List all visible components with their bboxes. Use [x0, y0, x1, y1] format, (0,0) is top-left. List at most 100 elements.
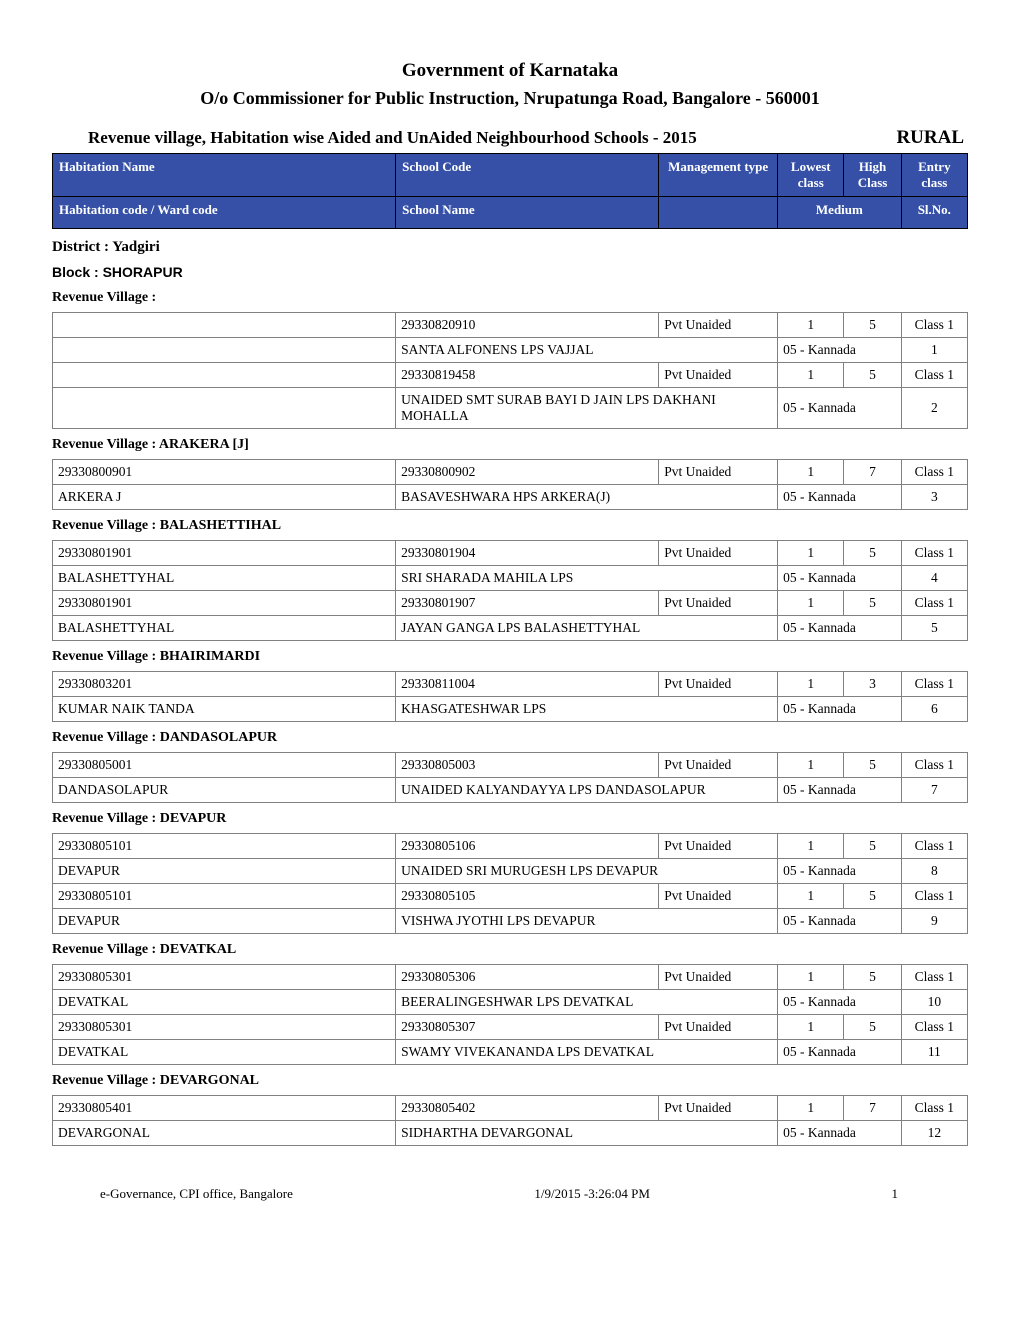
cell-entry: Class 1 — [901, 460, 967, 485]
cell-hab-code: 29330805401 — [53, 1096, 396, 1121]
cell-school-code: 29330805105 — [396, 884, 659, 909]
table-row: 2933080510129330805106Pvt Unaided15Class… — [53, 834, 968, 859]
th-blank — [659, 197, 778, 229]
cell-slno: 7 — [901, 778, 967, 803]
table-row: 2933080190129330801907Pvt Unaided15Class… — [53, 591, 968, 616]
table-row: 29330819458Pvt Unaided15Class 1 — [53, 363, 968, 388]
th-slno: Sl.No. — [901, 197, 967, 229]
cell-high: 5 — [844, 313, 901, 338]
cell-school-code: 29330805306 — [396, 965, 659, 990]
cell-hab-code: 29330803201 — [53, 672, 396, 697]
cell-entry: Class 1 — [901, 1015, 967, 1040]
cell-mgmt: Pvt Unaided — [659, 460, 778, 485]
footer-left: e-Governance, CPI office, Bangalore — [52, 1186, 293, 1202]
village-heading: Revenue Village : DEVAPUR — [52, 811, 968, 827]
th-habitation-name: Habitation Name — [53, 154, 396, 197]
cell-hab-code: 29330805001 — [53, 753, 396, 778]
table-row: ARKERA JBASAVESHWARA HPS ARKERA(J)05 - K… — [53, 485, 968, 510]
cell-school-code: 29330820910 — [396, 313, 659, 338]
cell-school-name: BEERALINGESHWAR LPS DEVATKAL — [396, 990, 778, 1015]
cell-school-name: UNAIDED KALYANDAYYA LPS DANDASOLAPUR — [396, 778, 778, 803]
cell-medium: 05 - Kannada — [778, 697, 902, 722]
village-heading: Revenue Village : DANDASOLAPUR — [52, 730, 968, 746]
village-data-table: 2933080320129330811004Pvt Unaided13Class… — [52, 671, 968, 722]
table-row: 2933080500129330805003Pvt Unaided15Class… — [53, 753, 968, 778]
cell-low: 1 — [778, 541, 844, 566]
th-management-type: Management type — [659, 154, 778, 197]
report-title: Revenue village, Habitation wise Aided a… — [52, 128, 697, 148]
cell-school-code: 29330811004 — [396, 672, 659, 697]
cell-school-code: 29330805307 — [396, 1015, 659, 1040]
table-row: 2933080320129330811004Pvt Unaided13Class… — [53, 672, 968, 697]
cell-hab-code: 29330805301 — [53, 1015, 396, 1040]
cell-school-name: JAYAN GANGA LPS BALASHETTYHAL — [396, 616, 778, 641]
title-main: Government of Karnataka — [52, 60, 968, 82]
cell-mgmt: Pvt Unaided — [659, 672, 778, 697]
table-row: BALASHETTYHALJAYAN GANGA LPS BALASHETTYH… — [53, 616, 968, 641]
cell-hab-name: BALASHETTYHAL — [53, 566, 396, 591]
village-heading: Revenue Village : ARAKERA [J] — [52, 437, 968, 453]
cell-hab-name: KUMAR NAIK TANDA — [53, 697, 396, 722]
cell-hab-name: DEVATKAL — [53, 990, 396, 1015]
cell-low: 1 — [778, 591, 844, 616]
cell-slno: 10 — [901, 990, 967, 1015]
cell-mgmt: Pvt Unaided — [659, 965, 778, 990]
village-heading: Revenue Village : BALASHETTIHAL — [52, 518, 968, 534]
cell-mgmt: Pvt Unaided — [659, 834, 778, 859]
cell-high: 7 — [844, 460, 901, 485]
cell-hab-code: 29330801901 — [53, 591, 396, 616]
table-row: 2933080090129330800902Pvt Unaided17Class… — [53, 460, 968, 485]
cell-hab-name: DEVAPUR — [53, 859, 396, 884]
cell-medium: 05 - Kannada — [778, 338, 902, 363]
table-row: DEVAPURUNAIDED SRI MURUGESH LPS DEVAPUR0… — [53, 859, 968, 884]
cell-school-code: 29330805106 — [396, 834, 659, 859]
table-row: 2933080540129330805402Pvt Unaided17Class… — [53, 1096, 968, 1121]
cell-low: 1 — [778, 965, 844, 990]
village-heading: Revenue Village : — [52, 290, 968, 306]
cell-entry: Class 1 — [901, 672, 967, 697]
cell-entry: Class 1 — [901, 363, 967, 388]
cell-medium: 05 - Kannada — [778, 1040, 902, 1065]
cell-mgmt: Pvt Unaided — [659, 1096, 778, 1121]
cell-entry: Class 1 — [901, 753, 967, 778]
cell-low: 1 — [778, 313, 844, 338]
block-line: Block : SHORAPUR — [52, 264, 968, 280]
cell-school-code: 29330800902 — [396, 460, 659, 485]
village-heading: Revenue Village : BHAIRIMARDI — [52, 649, 968, 665]
cell-low: 1 — [778, 753, 844, 778]
cell-medium: 05 - Kannada — [778, 909, 902, 934]
table-row: DANDASOLAPURUNAIDED KALYANDAYYA LPS DAND… — [53, 778, 968, 803]
cell-hab-code: 29330805301 — [53, 965, 396, 990]
table-row: 2933080530129330805306Pvt Unaided15Class… — [53, 965, 968, 990]
cell-school-code: 29330801904 — [396, 541, 659, 566]
cell-mgmt: Pvt Unaided — [659, 884, 778, 909]
cell-school-name: UNAIDED SMT SURAB BAYI D JAIN LPS DAKHAN… — [396, 388, 778, 429]
cell-low: 1 — [778, 672, 844, 697]
page-footer: e-Governance, CPI office, Bangalore 1/9/… — [52, 1186, 968, 1202]
cell-school-name: BASAVESHWARA HPS ARKERA(J) — [396, 485, 778, 510]
villages-container: Revenue Village :29330820910Pvt Unaided1… — [52, 290, 968, 1146]
cell-entry: Class 1 — [901, 834, 967, 859]
district-line: District : Yadgiri — [52, 239, 968, 256]
village-heading: Revenue Village : DEVATKAL — [52, 942, 968, 958]
table-row: KUMAR NAIK TANDAKHASGATESHWAR LPS05 - Ka… — [53, 697, 968, 722]
cell-slno: 5 — [901, 616, 967, 641]
cell-entry: Class 1 — [901, 965, 967, 990]
cell-low: 1 — [778, 460, 844, 485]
cell-low: 1 — [778, 1096, 844, 1121]
th-entry-class: Entry class — [901, 154, 967, 197]
table-row: 2933080510129330805105Pvt Unaided15Class… — [53, 884, 968, 909]
village-data-table: 2933080510129330805106Pvt Unaided15Class… — [52, 833, 968, 934]
village-data-table: 2933080530129330805306Pvt Unaided15Class… — [52, 964, 968, 1065]
cell-slno: 2 — [901, 388, 967, 429]
cell-school-name: KHASGATESHWAR LPS — [396, 697, 778, 722]
cell-hab-name: ARKERA J — [53, 485, 396, 510]
footer-right: 1 — [891, 1186, 968, 1202]
cell-school-name: SRI SHARADA MAHILA LPS — [396, 566, 778, 591]
th-school-code: School Code — [396, 154, 659, 197]
cell-hab-name: DEVAPUR — [53, 909, 396, 934]
cell-school-code: 29330819458 — [396, 363, 659, 388]
cell-low: 1 — [778, 1015, 844, 1040]
cell-high: 3 — [844, 672, 901, 697]
header-table: Habitation Name School Code Management t… — [52, 153, 968, 229]
